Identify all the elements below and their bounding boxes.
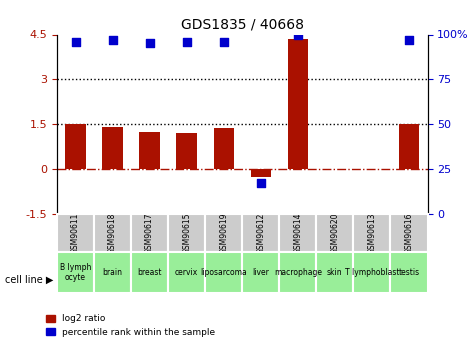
Text: GSM90618: GSM90618 [108, 212, 117, 254]
Text: GSM90611: GSM90611 [71, 212, 80, 254]
Text: GSM90619: GSM90619 [219, 212, 228, 254]
FancyBboxPatch shape [279, 214, 316, 252]
FancyBboxPatch shape [316, 214, 353, 252]
Text: brain: brain [103, 268, 123, 277]
Text: cell line ▶: cell line ▶ [5, 275, 53, 284]
Bar [103, 127, 123, 169]
FancyBboxPatch shape [168, 252, 205, 293]
Point [146, 41, 153, 46]
Bar [288, 39, 308, 169]
Text: GSM90620: GSM90620 [331, 212, 339, 254]
FancyBboxPatch shape [94, 214, 131, 252]
Title: GDS1835 / 40668: GDS1835 / 40668 [181, 18, 304, 32]
Point [294, 32, 302, 37]
FancyBboxPatch shape [205, 214, 242, 252]
Text: skin: skin [327, 268, 342, 277]
Bar [214, 128, 234, 169]
Bar [177, 133, 197, 169]
FancyBboxPatch shape [353, 252, 390, 293]
FancyBboxPatch shape [205, 252, 242, 293]
Text: GSM90615: GSM90615 [182, 212, 191, 254]
FancyBboxPatch shape [57, 252, 94, 293]
Bar [140, 132, 160, 169]
Text: testis: testis [399, 268, 419, 277]
FancyBboxPatch shape [131, 214, 168, 252]
Legend: log2 ratio, percentile rank within the sample: log2 ratio, percentile rank within the s… [43, 311, 219, 341]
FancyBboxPatch shape [131, 252, 168, 293]
FancyBboxPatch shape [94, 252, 131, 293]
Point [109, 37, 116, 43]
FancyBboxPatch shape [316, 252, 353, 293]
Point [183, 39, 190, 45]
Text: T lymphoblast: T lymphoblast [345, 268, 399, 277]
FancyBboxPatch shape [353, 214, 390, 252]
Bar [399, 124, 419, 169]
Bar [251, 169, 271, 177]
Point [72, 39, 79, 45]
Point [220, 39, 228, 45]
FancyBboxPatch shape [242, 214, 279, 252]
Bar [66, 124, 86, 169]
Point [405, 37, 413, 43]
Text: GSM90613: GSM90613 [368, 212, 376, 254]
Text: liposarcoma: liposarcoma [200, 268, 247, 277]
FancyBboxPatch shape [279, 252, 316, 293]
FancyBboxPatch shape [168, 214, 205, 252]
Text: breast: breast [137, 268, 162, 277]
Text: GSM90612: GSM90612 [256, 212, 265, 254]
Text: macrophage: macrophage [274, 268, 322, 277]
Text: liver: liver [252, 268, 269, 277]
Text: GSM90616: GSM90616 [405, 212, 413, 254]
Text: cervix: cervix [175, 268, 198, 277]
Point [257, 181, 265, 186]
FancyBboxPatch shape [390, 214, 428, 252]
FancyBboxPatch shape [390, 252, 428, 293]
Text: GSM90614: GSM90614 [294, 212, 302, 254]
Text: GSM90617: GSM90617 [145, 212, 154, 254]
FancyBboxPatch shape [242, 252, 279, 293]
FancyBboxPatch shape [57, 214, 94, 252]
Text: B lymph
ocyte: B lymph ocyte [60, 263, 91, 282]
